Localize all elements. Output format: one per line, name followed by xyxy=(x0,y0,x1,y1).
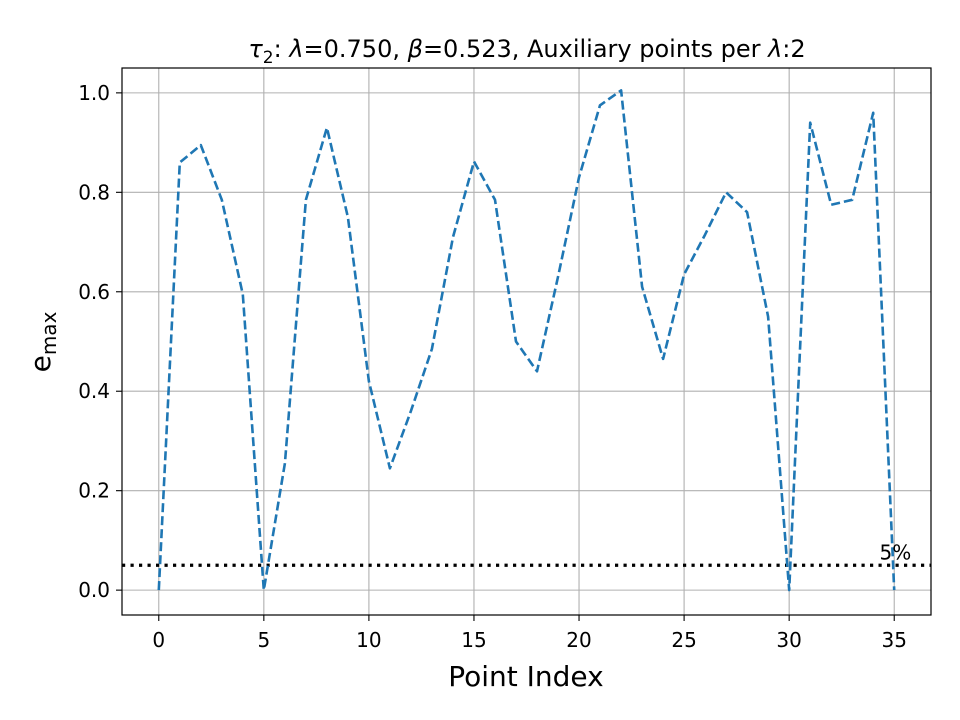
y-tick-label: 1.0 xyxy=(78,81,110,105)
tick-labels: 0 5 10 15 20 25 30 35 0.0 0.2 0.4 0.6 0.8 1.0 xyxy=(78,81,907,652)
series-layer xyxy=(157,89,896,592)
x-tick-label: 35 xyxy=(882,628,907,652)
svg-text:emax: emax xyxy=(24,311,61,372)
plot-frame xyxy=(121,67,932,616)
grid-lines xyxy=(122,68,931,615)
y-tick-label: 0.2 xyxy=(78,479,110,503)
x-tick-label: 0 xyxy=(152,628,165,652)
title-tau-subscript: 2 xyxy=(263,48,274,68)
title-text-c: =0.523, Auxiliary points per xyxy=(423,35,768,63)
title-lambda-symbol: λ xyxy=(287,35,303,63)
x-tick-label: 10 xyxy=(356,628,381,652)
x-tick-label: 20 xyxy=(566,628,591,652)
title-text-b: =0.750, xyxy=(304,35,408,63)
title-text-d: :2 xyxy=(782,35,805,63)
title-lambda-symbol-2: λ xyxy=(766,35,782,63)
chart-title: τ2: λ=0.750, β=0.523, Auxiliary points p… xyxy=(248,35,805,68)
x-tick-label: 15 xyxy=(461,628,486,652)
x-tick-label: 25 xyxy=(671,628,696,652)
series-line xyxy=(157,89,896,592)
tick-marks xyxy=(116,92,895,621)
x-tick-label: 30 xyxy=(776,628,801,652)
x-tick-label: 5 xyxy=(257,628,270,652)
threshold-label: 5% xyxy=(880,540,912,564)
y-axis-label-base: e xyxy=(24,355,57,372)
x-axis-label: Point Index xyxy=(448,660,604,693)
title-beta-symbol: β xyxy=(407,35,423,63)
y-tick-label: 0.4 xyxy=(78,379,110,403)
y-axis-label-subscript: max xyxy=(37,311,61,355)
y-tick-label: 0.6 xyxy=(78,280,110,304)
title-tau-symbol: τ xyxy=(248,35,263,63)
y-tick-label: 0.8 xyxy=(78,180,110,204)
y-tick-label: 0.0 xyxy=(78,578,110,602)
title-text-a: : xyxy=(274,35,290,63)
y-axis-label: emax xyxy=(24,311,61,372)
